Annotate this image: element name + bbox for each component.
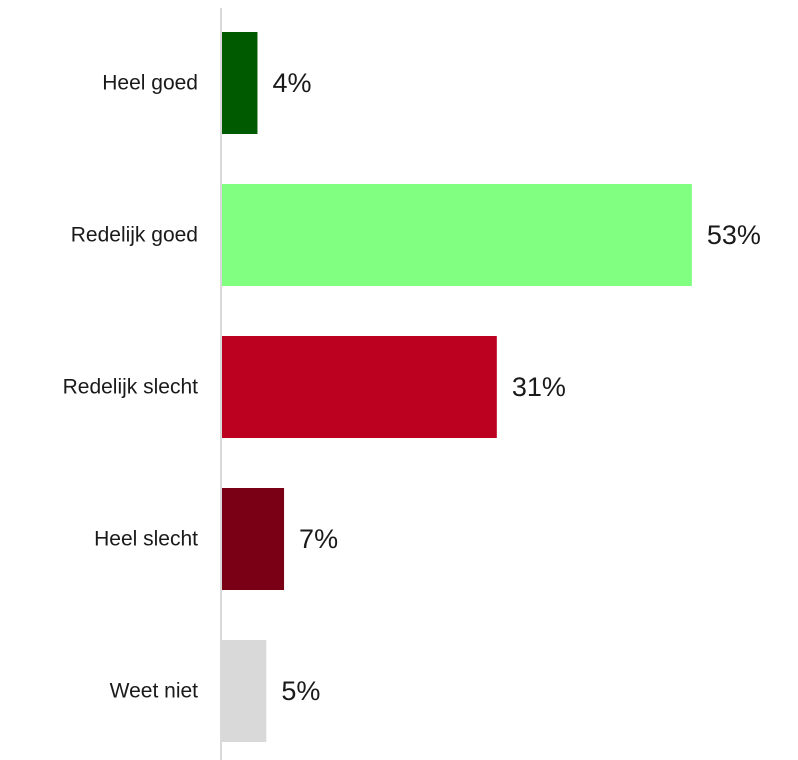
- category-label-3: Heel slecht: [94, 528, 198, 551]
- value-label-3: 7%: [299, 524, 338, 554]
- value-label-0: 4%: [272, 68, 311, 98]
- bar-1: [222, 184, 692, 286]
- value-label-4: 5%: [281, 676, 320, 706]
- bars-group: Heel goed 4% Redelijk goed 53% Redelijk slec…: [63, 32, 761, 742]
- bar-0: [222, 32, 258, 134]
- category-label-4: Weet niet: [110, 680, 198, 703]
- bar-2: [222, 336, 497, 438]
- value-label-2: 31%: [512, 372, 566, 402]
- category-label-0: Heel goed: [102, 72, 198, 95]
- category-label-1: Redelijk goed: [71, 224, 198, 247]
- category-label-2: Redelijk slecht: [63, 376, 199, 399]
- value-label-1: 53%: [707, 220, 761, 250]
- bar-3: [222, 488, 285, 590]
- bar-4: [222, 640, 267, 742]
